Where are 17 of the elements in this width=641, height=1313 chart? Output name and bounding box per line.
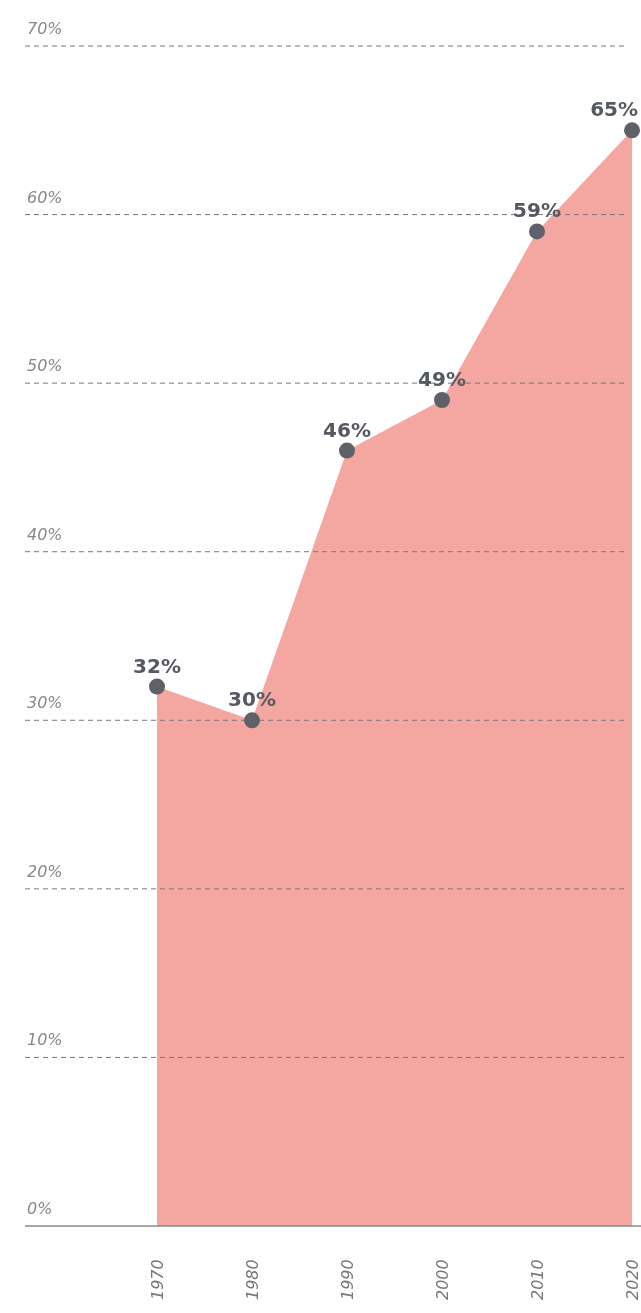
y-tick-label: 30% — [27, 693, 63, 713]
y-tick-label: 0% — [27, 1199, 53, 1218]
y-tick-label: 20% — [27, 861, 63, 881]
y-tick-label: 40% — [27, 524, 63, 544]
x-tick-label: 2020 — [623, 1259, 641, 1300]
y-tick-label: 70% — [27, 19, 63, 38]
y-tick-label: 60% — [27, 187, 63, 207]
data-label: 46% — [323, 417, 371, 442]
data-label: 65% — [590, 97, 638, 122]
y-tick-label: 50% — [27, 356, 63, 376]
y-tick-label: 10% — [27, 1030, 63, 1050]
x-tick-label: 1990 — [338, 1259, 357, 1300]
x-tick-label: 1980 — [243, 1259, 262, 1300]
x-tick-label: 2010 — [528, 1259, 547, 1300]
data-label: 32% — [133, 653, 181, 678]
x-tick-label: 2000 — [433, 1259, 452, 1300]
x-tick-label: 1970 — [148, 1259, 167, 1300]
